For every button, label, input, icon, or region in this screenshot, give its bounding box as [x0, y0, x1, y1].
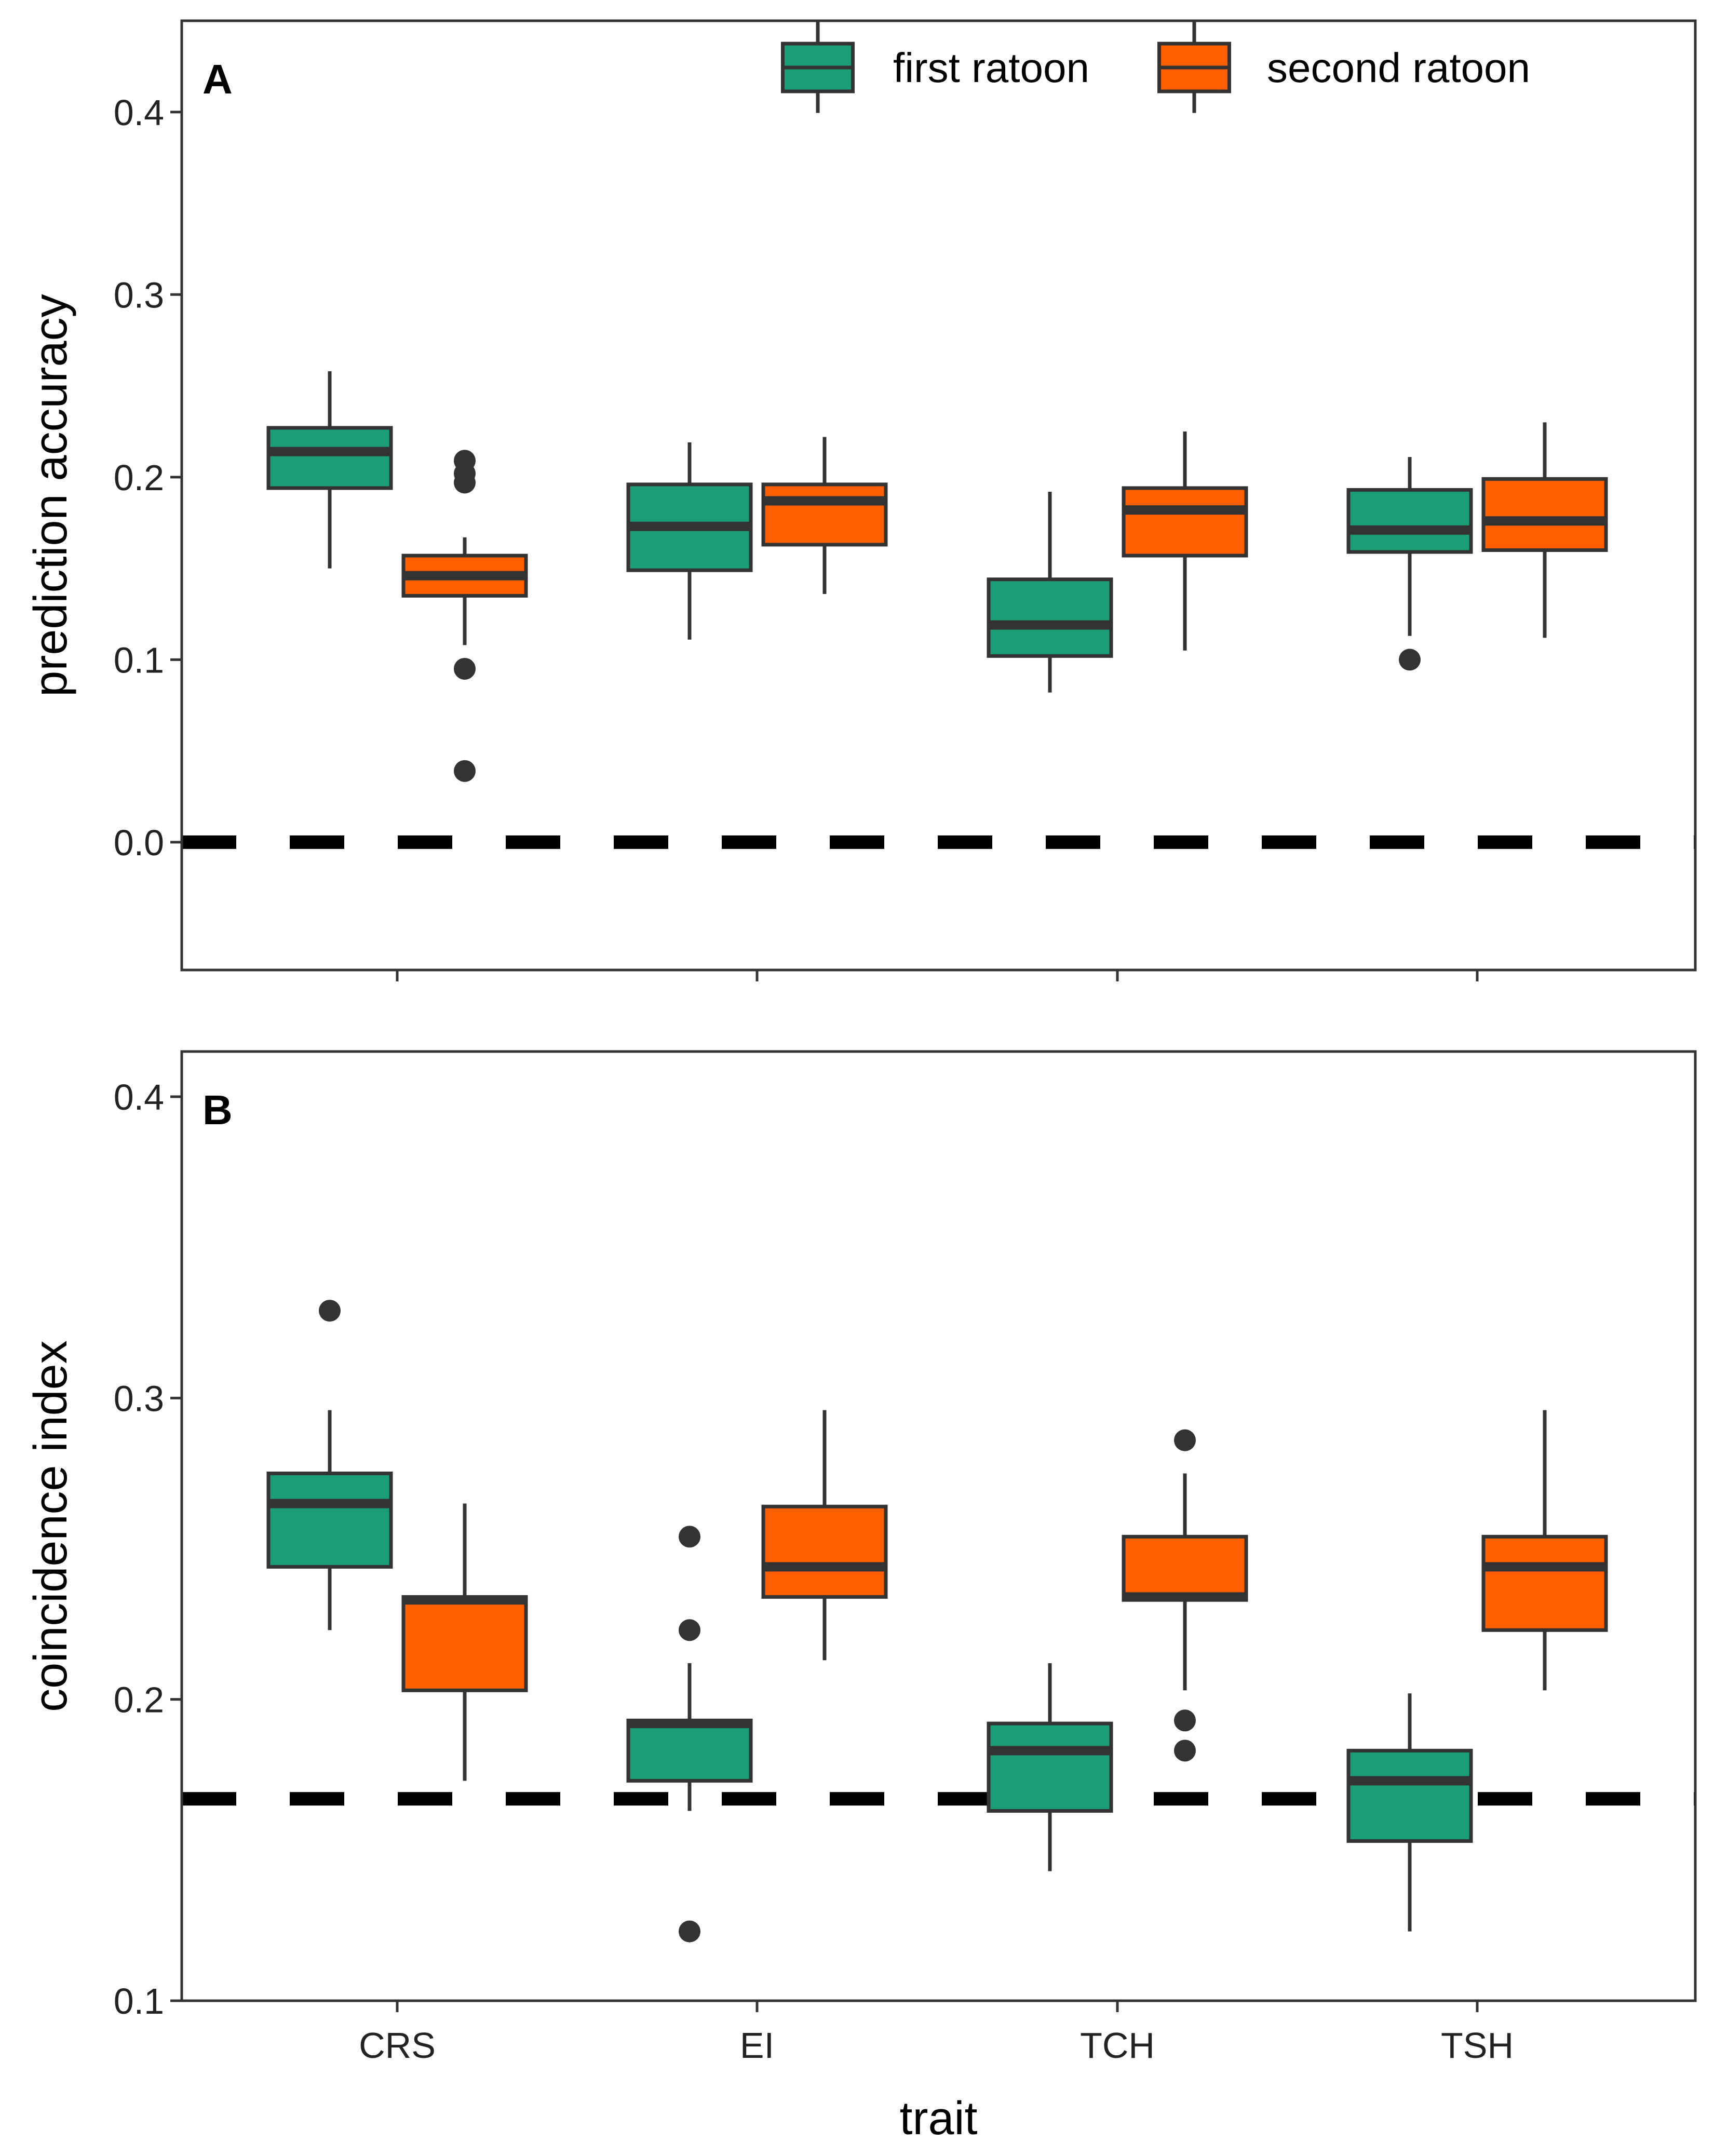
box-first-ratoon-ei — [626, 442, 753, 640]
panel-border — [180, 19, 1697, 972]
box-second-ratoon-ei — [761, 1410, 888, 1661]
box-first-ratoon-crs — [266, 371, 393, 569]
box-iqr — [1481, 1534, 1608, 1632]
box-first-ratoon-crs — [266, 1300, 393, 1631]
box-first-ratoon-tch — [987, 491, 1113, 693]
x-axis-title: trait — [899, 2093, 977, 2145]
box-iqr — [1481, 477, 1608, 552]
box-second-ratoon-tsh — [1481, 422, 1608, 638]
y-tick-label: 0.2 — [114, 457, 164, 498]
outlier-point — [454, 760, 476, 782]
y-tick-label: 0.4 — [114, 1077, 164, 1117]
outlier-point — [1174, 1709, 1196, 1732]
box-first-ratoon-ei — [626, 1526, 753, 1943]
box-first-ratoon-tsh — [1346, 457, 1473, 671]
y-tick-label: 0.0 — [114, 823, 164, 863]
box-iqr — [761, 1504, 888, 1599]
box-second-ratoon-crs — [401, 450, 528, 782]
box-iqr — [266, 426, 393, 490]
box-first-ratoon-tch — [987, 1663, 1113, 1871]
y-axis-title: coincidence index — [25, 1340, 77, 1712]
legend-entry-second-ratoon: second ratoon — [1157, 22, 1530, 113]
box-second-ratoon-tch — [1122, 431, 1248, 651]
y-tick-label: 0.1 — [114, 1981, 164, 2022]
box-first-ratoon-tsh — [1346, 1693, 1473, 1932]
legend-entry-first-ratoon: first ratoon — [781, 22, 1089, 113]
outlier-point — [454, 657, 476, 680]
outlier-point — [679, 1920, 700, 1943]
x-tick-label-crs: CRS — [359, 2025, 436, 2066]
box-iqr — [1346, 488, 1473, 554]
x-tick-label-tch: TCH — [1080, 2025, 1155, 2066]
panel-b: 0.1 0.2 0.3 0.4 CRS EI TCH TSH coincidence index… — [25, 1050, 1697, 2145]
legend: first ratoon second ratoon — [781, 22, 1530, 113]
box-iqr — [1346, 1748, 1473, 1843]
box-iqr — [266, 1471, 393, 1569]
box-second-ratoon-tch — [1122, 1429, 1248, 1762]
outlier-point — [679, 1619, 700, 1641]
legend-label: first ratoon — [893, 45, 1089, 91]
y-tick-label: 0.3 — [114, 1378, 164, 1419]
box-iqr — [987, 577, 1113, 658]
legend-label: second ratoon — [1267, 45, 1530, 91]
box-iqr — [761, 482, 888, 547]
box-iqr — [626, 1718, 753, 1783]
panel-label: A — [203, 56, 233, 102]
panel-a: 0.0 0.1 0.2 0.3 0.4 prediction accuracy A — [25, 19, 1697, 981]
x-tick-label-tsh: TSH — [1441, 2025, 1514, 2066]
panel-label: B — [203, 1087, 233, 1133]
outlier-point — [319, 1300, 341, 1322]
y-tick-label: 0.3 — [114, 275, 164, 315]
box-iqr — [1122, 486, 1248, 558]
box-iqr — [987, 1721, 1113, 1813]
y-tick-label: 0.4 — [114, 92, 164, 133]
outlier-point — [1174, 1740, 1196, 1762]
outlier-point — [1399, 649, 1421, 671]
y-axis-title: prediction accuracy — [25, 294, 77, 696]
box-iqr — [1122, 1534, 1248, 1602]
box-iqr — [401, 1595, 528, 1692]
outlier-point — [679, 1526, 700, 1548]
outlier-point — [1174, 1429, 1196, 1451]
box-second-ratoon-ei — [761, 437, 888, 594]
x-tick-label-ei: EI — [740, 2025, 774, 2066]
box-second-ratoon-crs — [401, 1503, 528, 1781]
panel-border — [180, 1050, 1697, 2002]
y-tick-label: 0.2 — [114, 1680, 164, 1720]
y-tick-label: 0.1 — [114, 640, 164, 680]
box-second-ratoon-tsh — [1481, 1410, 1608, 1691]
outlier-point — [454, 471, 476, 494]
